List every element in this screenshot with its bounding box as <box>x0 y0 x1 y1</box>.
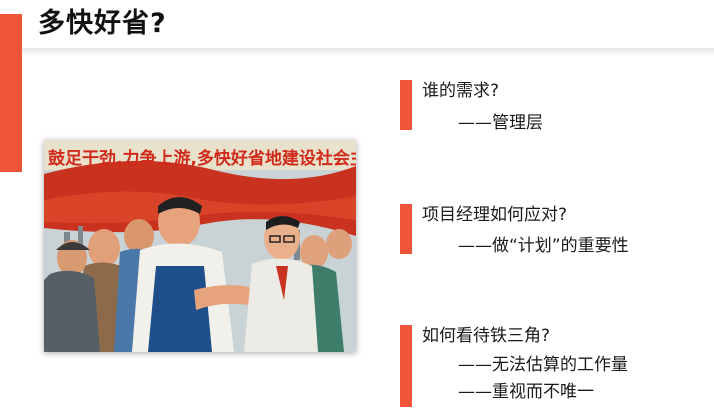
point-question: 谁的需求? <box>422 81 500 101</box>
poster-banner-text: 鼓足干劲,力争上游,多快好省地建设社会主义! <box>48 148 356 169</box>
slide-title: 多快好省? <box>38 8 167 39</box>
poster-illustration-icon: 鼓足干劲,力争上游,多快好省地建设社会主义! <box>44 140 356 352</box>
point-marker <box>400 204 412 254</box>
point-answer: ——管理层 <box>458 113 543 133</box>
point-answer: ——重视而不唯一 <box>458 382 594 402</box>
title-bar <box>0 0 714 52</box>
point-answer: ——无法估算的工作量 <box>458 355 628 375</box>
point-answer: ——做“计划”的重要性 <box>458 236 629 256</box>
propaganda-poster-image: 鼓足干劲,力争上游,多快好省地建设社会主义! <box>44 140 356 352</box>
title-divider <box>22 48 714 56</box>
point-question: 如何看待铁三角? <box>422 326 551 346</box>
point-marker <box>400 325 412 407</box>
accent-block <box>0 14 22 172</box>
point-marker <box>400 80 412 130</box>
point-question: 项目经理如何应对? <box>422 205 568 225</box>
